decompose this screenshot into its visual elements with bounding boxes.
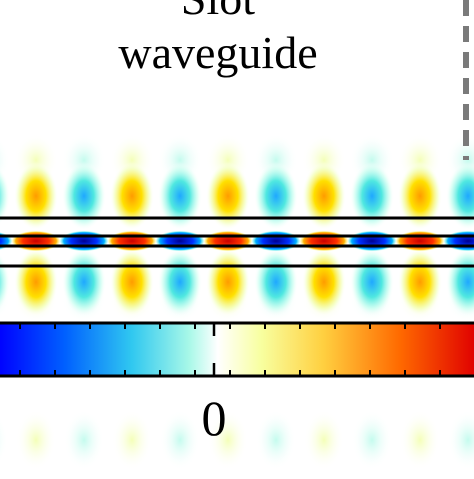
side-lobe <box>110 162 154 230</box>
outer-lobe <box>304 410 344 470</box>
slot-lobe <box>444 231 474 251</box>
title-line-2: waveguide <box>118 27 318 78</box>
side-lobe <box>206 248 250 316</box>
waveguide-rail-bottom <box>0 234 474 268</box>
side-lobe <box>110 248 154 316</box>
side-lobe <box>0 167 10 225</box>
outer-lobe <box>400 410 440 470</box>
side-lobe <box>158 162 202 230</box>
outer-lobe <box>64 410 104 470</box>
side-lobe <box>62 248 106 316</box>
slot-lobe <box>108 231 156 251</box>
colorbar <box>0 321 474 378</box>
outer-lobe <box>0 416 8 464</box>
side-lobe <box>206 162 250 230</box>
outer-lobe <box>256 410 296 470</box>
side-lobe <box>62 162 106 230</box>
slot-lobe <box>156 231 204 251</box>
side-lobe <box>0 253 10 311</box>
slot-lobe <box>396 231 444 251</box>
side-lobe <box>14 162 58 230</box>
outer-lobe <box>160 410 200 470</box>
side-lobe <box>302 248 346 316</box>
side-lobe <box>158 248 202 316</box>
side-lobe <box>398 248 442 316</box>
side-lobe <box>350 248 394 316</box>
slot-lobe <box>300 231 348 251</box>
title-line-1: Slot <box>0 0 436 22</box>
slot-lobe <box>252 231 300 251</box>
outer-lobe <box>448 410 474 470</box>
outer-lobe <box>112 410 152 470</box>
side-lobe <box>14 248 58 316</box>
side-lobe <box>302 162 346 230</box>
slot-lobe <box>60 231 108 251</box>
side-lobe <box>254 162 298 230</box>
side-lobe <box>254 248 298 316</box>
side-lobe <box>446 162 474 230</box>
field-pattern <box>0 134 474 470</box>
slot-lobe <box>204 231 252 251</box>
slot-lobe <box>12 231 60 251</box>
colorbar-ticks <box>19 323 441 376</box>
colorbar-tick-label-zero: 0 <box>201 390 227 446</box>
slot-lobe <box>348 231 396 251</box>
outer-lobe <box>208 410 248 470</box>
outer-lobe <box>352 410 392 470</box>
waveguide-rail-top <box>0 216 474 248</box>
slot-lobe <box>0 232 12 250</box>
side-lobe <box>398 162 442 230</box>
side-lobe <box>350 162 394 230</box>
outer-lobe <box>16 410 56 470</box>
